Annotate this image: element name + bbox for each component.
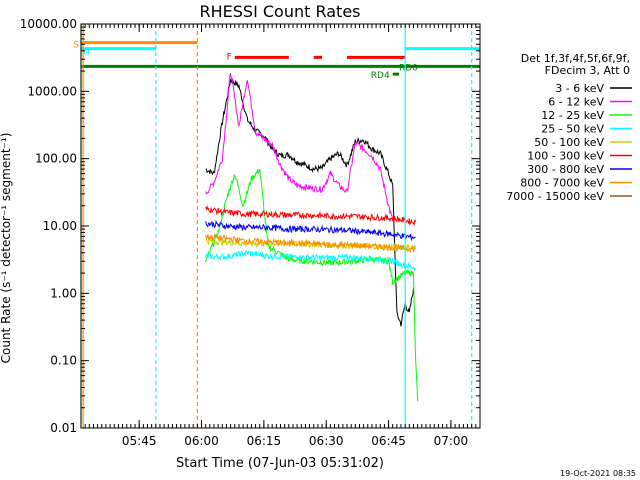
y-axis-title: Count Rate (s⁻¹ detector⁻¹ segment⁻¹) bbox=[0, 133, 13, 364]
series-line-5 bbox=[205, 205, 417, 226]
y-tick-label-0: 0.01 bbox=[50, 421, 77, 435]
annotation-label-1: N bbox=[83, 48, 90, 58]
series-line-1 bbox=[205, 72, 394, 221]
y-axis-label: Count Rate (s⁻¹ detector⁻¹ segment⁻¹) bbox=[0, 133, 13, 364]
legend-label-8: 7000 - 15000 keV bbox=[506, 190, 604, 203]
y-tick-label-5: 1000.00 bbox=[27, 84, 77, 98]
series-line-7 bbox=[205, 232, 417, 254]
legend-header-1: FDecim 3, Att 0 bbox=[545, 64, 630, 77]
x-axis-label: Start Time (07-Jun-03 05:31:02) bbox=[176, 456, 384, 471]
annotation-label-0: S bbox=[73, 41, 79, 51]
annotation-label-4: RD0 bbox=[399, 63, 418, 73]
y-tick-label-1: 0.10 bbox=[50, 354, 77, 368]
x-tick-label-3: 06:30 bbox=[309, 434, 344, 448]
legend-header-0: Det 1f,3f,4f,5f,6f,9f, bbox=[521, 52, 630, 65]
legend-label-5: 100 - 300 keV bbox=[527, 150, 604, 163]
y-tick-label-6: 10000.00 bbox=[20, 17, 77, 31]
y-tick-label-4: 100.00 bbox=[35, 152, 77, 166]
legend-label-0: 3 - 6 keV bbox=[555, 82, 604, 95]
legend-label-3: 25 - 50 keV bbox=[541, 123, 604, 136]
series-line-3 bbox=[205, 249, 417, 272]
annotation-label-5: RD4 bbox=[371, 71, 390, 81]
x-tick-label-0: 05:45 bbox=[122, 434, 157, 448]
series-layer bbox=[205, 72, 419, 402]
x-tick-label-4: 06:45 bbox=[371, 434, 406, 448]
legend-label-7: 800 - 7000 keV bbox=[520, 177, 604, 190]
legend-label-6: 300 - 800 keV bbox=[527, 163, 604, 176]
x-tick-label-2: 06:15 bbox=[247, 434, 282, 448]
annotation-label-3: F bbox=[227, 52, 232, 62]
legend-label-2: 12 - 25 keV bbox=[541, 109, 604, 122]
series-line-6 bbox=[205, 219, 416, 242]
series-line-2 bbox=[205, 168, 419, 402]
chart-title: RHESSI Count Rates bbox=[200, 2, 361, 21]
legend: Det 1f,3f,4f,5f,6f,9f,FDecim 3, Att 0 3 -… bbox=[506, 52, 632, 203]
y-tick-label-3: 10.00 bbox=[43, 219, 77, 233]
x-tick-label-1: 06:00 bbox=[184, 434, 219, 448]
axis-layer: 0.01 0.10 1.00 10.00 100.00 1000.00 10000.00 05… bbox=[20, 17, 480, 448]
legend-label-1: 6 - 12 keV bbox=[548, 96, 604, 109]
annotation-layer: SN F RD0 RD4 bbox=[73, 41, 480, 81]
y-tick-label-2: 1.00 bbox=[50, 286, 77, 300]
x-tick-label-5: 07:00 bbox=[434, 434, 469, 448]
footer-timestamp: 19-Oct-2021 08:35 bbox=[560, 469, 636, 478]
series-line-0 bbox=[205, 79, 414, 327]
legend-label-4: 50 - 100 keV bbox=[534, 136, 604, 149]
